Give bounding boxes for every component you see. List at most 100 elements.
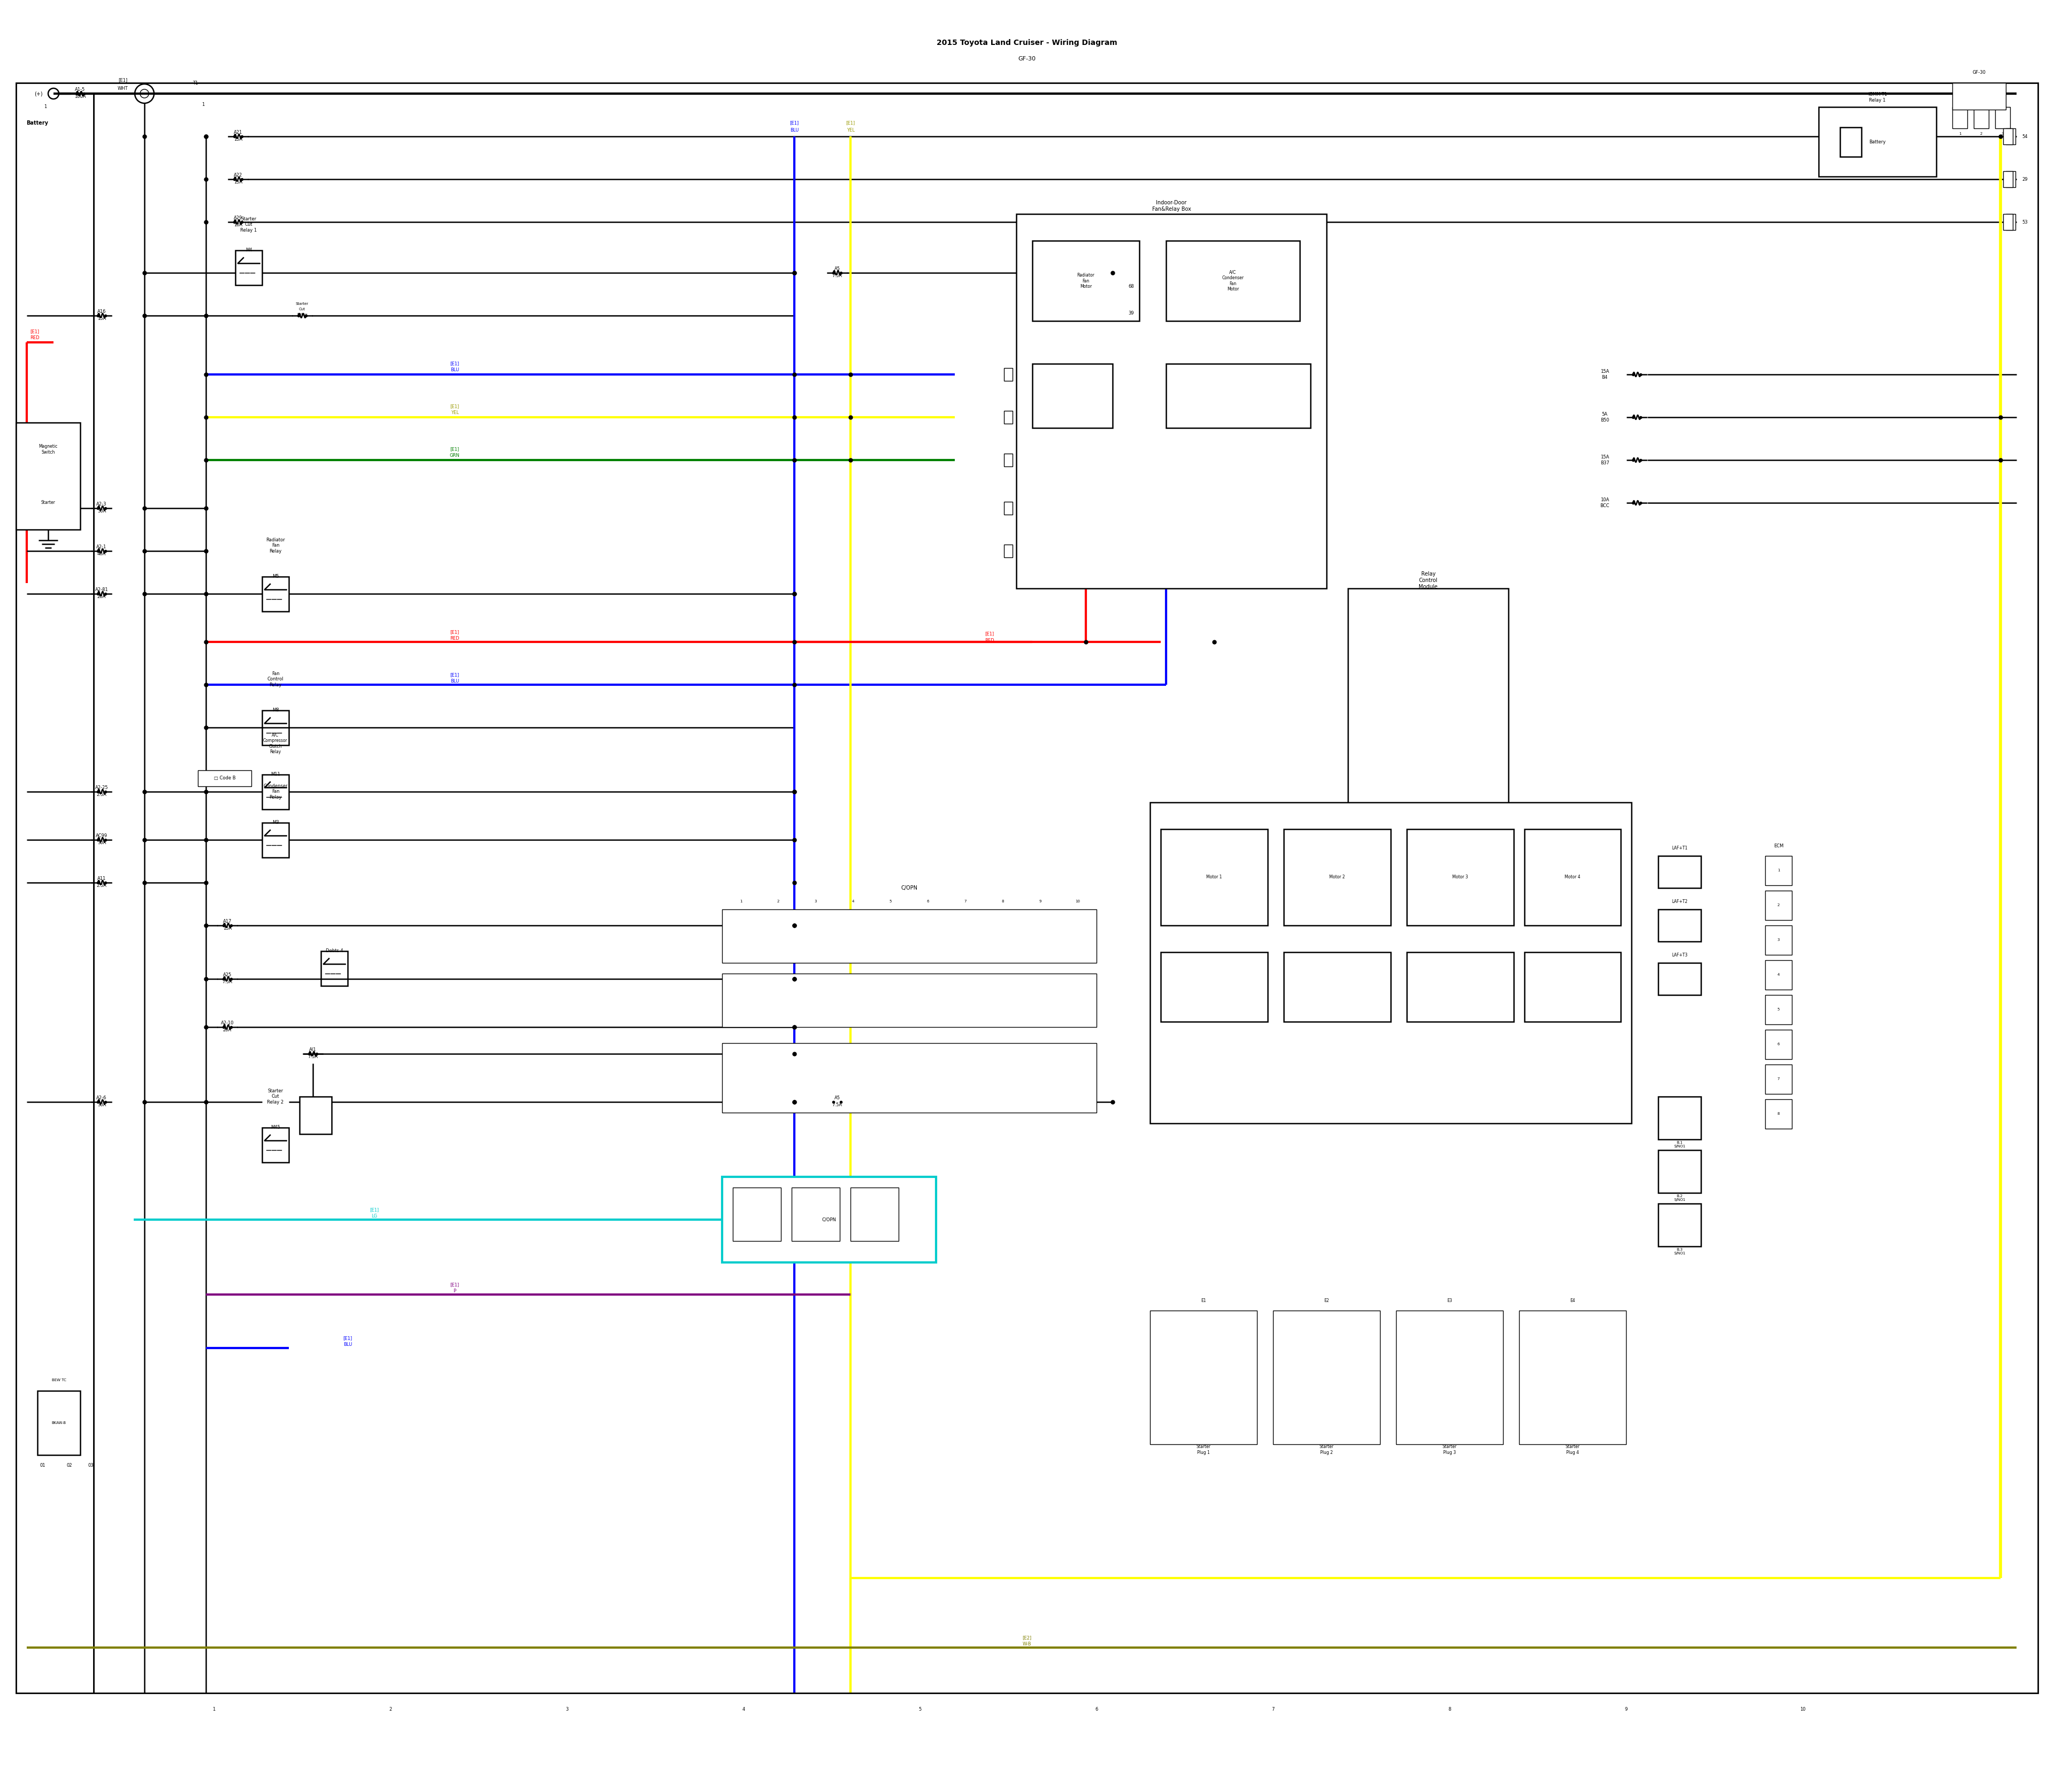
Text: 15A
B37: 15A B37 — [1600, 455, 1608, 466]
Text: B.3
S/NO1: B.3 S/NO1 — [1674, 1249, 1686, 1254]
Text: 2015 Toyota Land Cruiser - Wiring Diagram: 2015 Toyota Land Cruiser - Wiring Diagra… — [937, 39, 1117, 47]
Bar — [16, 423, 80, 530]
Text: 10: 10 — [1799, 1706, 1805, 1711]
Bar — [1004, 410, 1013, 423]
Bar — [263, 710, 290, 745]
Text: 4: 4 — [741, 1706, 746, 1711]
Text: 4: 4 — [1777, 973, 1779, 977]
Text: 2: 2 — [388, 1706, 392, 1711]
Text: GF-30: GF-30 — [1019, 56, 1035, 61]
Bar — [2003, 129, 2013, 145]
Bar — [1520, 1310, 1627, 1444]
Text: 15A: 15A — [234, 136, 242, 142]
Text: A2-10: A2-10 — [220, 1021, 234, 1025]
Text: 4: 4 — [852, 900, 854, 903]
Bar — [1167, 364, 1310, 428]
Text: 53: 53 — [2021, 220, 2027, 224]
Text: A17: A17 — [224, 919, 232, 925]
Text: BLU: BLU — [450, 679, 458, 685]
Text: GRN: GRN — [450, 453, 460, 459]
Bar — [1764, 1064, 1791, 1093]
Text: Starter
Cut
Relay 1: Starter Cut Relay 1 — [240, 217, 257, 233]
Bar — [1764, 857, 1791, 885]
Text: A21: A21 — [234, 131, 242, 134]
Bar — [1658, 1097, 1701, 1140]
Bar — [1953, 82, 2007, 109]
Text: 40A: 40A — [97, 552, 107, 556]
Text: [E1]: [E1] — [450, 629, 460, 634]
Bar — [1150, 803, 1631, 1124]
Bar — [723, 973, 1097, 1027]
Text: [E1]: [E1] — [986, 631, 994, 636]
Text: Motor 3: Motor 3 — [1452, 874, 1469, 880]
Bar — [1524, 830, 1621, 925]
Bar — [1161, 830, 1267, 925]
Text: 1: 1 — [739, 900, 741, 903]
Text: 7: 7 — [1271, 1706, 1273, 1711]
Text: RED: RED — [31, 335, 39, 340]
Text: RED: RED — [984, 638, 994, 643]
Bar — [2007, 129, 2015, 145]
Text: ECM: ECM — [1773, 844, 1783, 849]
Bar — [2003, 213, 2013, 229]
Text: [E2]: [E2] — [1023, 1636, 1031, 1640]
Text: [E1]: [E1] — [119, 77, 127, 82]
Text: 9: 9 — [1625, 1706, 1627, 1711]
Text: E1: E1 — [1202, 1299, 1206, 1303]
Text: 39: 39 — [1128, 310, 1134, 315]
Text: T1: T1 — [193, 81, 197, 86]
Text: M11: M11 — [271, 772, 279, 776]
Text: Magnetic
Switch: Magnetic Switch — [39, 444, 58, 455]
Text: YEL: YEL — [450, 410, 458, 416]
Bar — [263, 1127, 290, 1163]
Text: [E1]: [E1] — [31, 330, 39, 333]
Text: Starter: Starter — [41, 500, 55, 505]
Text: 30A: 30A — [97, 509, 107, 514]
Bar — [1764, 961, 1791, 989]
Text: GF-30: GF-30 — [1972, 70, 1986, 75]
Text: 5A
B50: 5A B50 — [1600, 412, 1608, 423]
Text: Motor 1: Motor 1 — [1206, 874, 1222, 880]
Text: 7.5A: 7.5A — [832, 274, 842, 278]
Text: Motor 2: Motor 2 — [1329, 874, 1345, 880]
Text: M8: M8 — [271, 708, 279, 713]
Text: 8: 8 — [1002, 900, 1004, 903]
Text: IGMM-T1
Relay 1: IGMM-T1 Relay 1 — [1867, 91, 1888, 102]
Text: 1: 1 — [212, 1706, 216, 1711]
Text: A/C
Condenser
Fan
Motor: A/C Condenser Fan Motor — [1222, 271, 1245, 292]
Text: [E1]: [E1] — [343, 1337, 353, 1340]
Text: 7.5A: 7.5A — [308, 1054, 318, 1059]
Text: Starter
Cut
Relay 2: Starter Cut Relay 2 — [267, 1088, 283, 1104]
Text: 20A: 20A — [97, 595, 107, 599]
Bar — [1004, 502, 1013, 514]
Text: A2-25: A2-25 — [94, 785, 109, 790]
Text: Starter
Plug 4: Starter Plug 4 — [1565, 1444, 1580, 1455]
Text: W-B: W-B — [1023, 1641, 1031, 1647]
Bar — [1764, 1030, 1791, 1059]
Text: 2: 2 — [1777, 903, 1779, 907]
Text: A2-1: A2-1 — [97, 545, 107, 550]
Text: Motor 4: Motor 4 — [1565, 874, 1580, 880]
Text: E2: E2 — [1325, 1299, 1329, 1303]
Text: 2.5A: 2.5A — [97, 883, 107, 889]
Text: M3: M3 — [271, 821, 279, 824]
Text: [E1]: [E1] — [846, 120, 854, 125]
Text: 01: 01 — [39, 1464, 45, 1468]
Bar — [236, 251, 263, 285]
Bar — [1284, 830, 1391, 925]
Text: 9: 9 — [1039, 900, 1041, 903]
Bar — [1658, 1204, 1701, 1247]
Text: LG: LG — [372, 1213, 378, 1219]
Bar — [1994, 108, 2011, 129]
Bar — [1273, 1310, 1380, 1444]
Text: LAF+T1: LAF+T1 — [1672, 846, 1688, 849]
Bar — [791, 1188, 840, 1242]
Text: [E1]: [E1] — [450, 405, 460, 409]
Bar — [263, 577, 290, 611]
Text: Starter
Plug 2: Starter Plug 2 — [1319, 1444, 1333, 1455]
Text: M4: M4 — [244, 247, 253, 253]
Text: P: P — [454, 1288, 456, 1294]
Bar — [1033, 240, 1140, 321]
Bar — [1658, 909, 1701, 941]
Text: 3: 3 — [1777, 939, 1779, 941]
